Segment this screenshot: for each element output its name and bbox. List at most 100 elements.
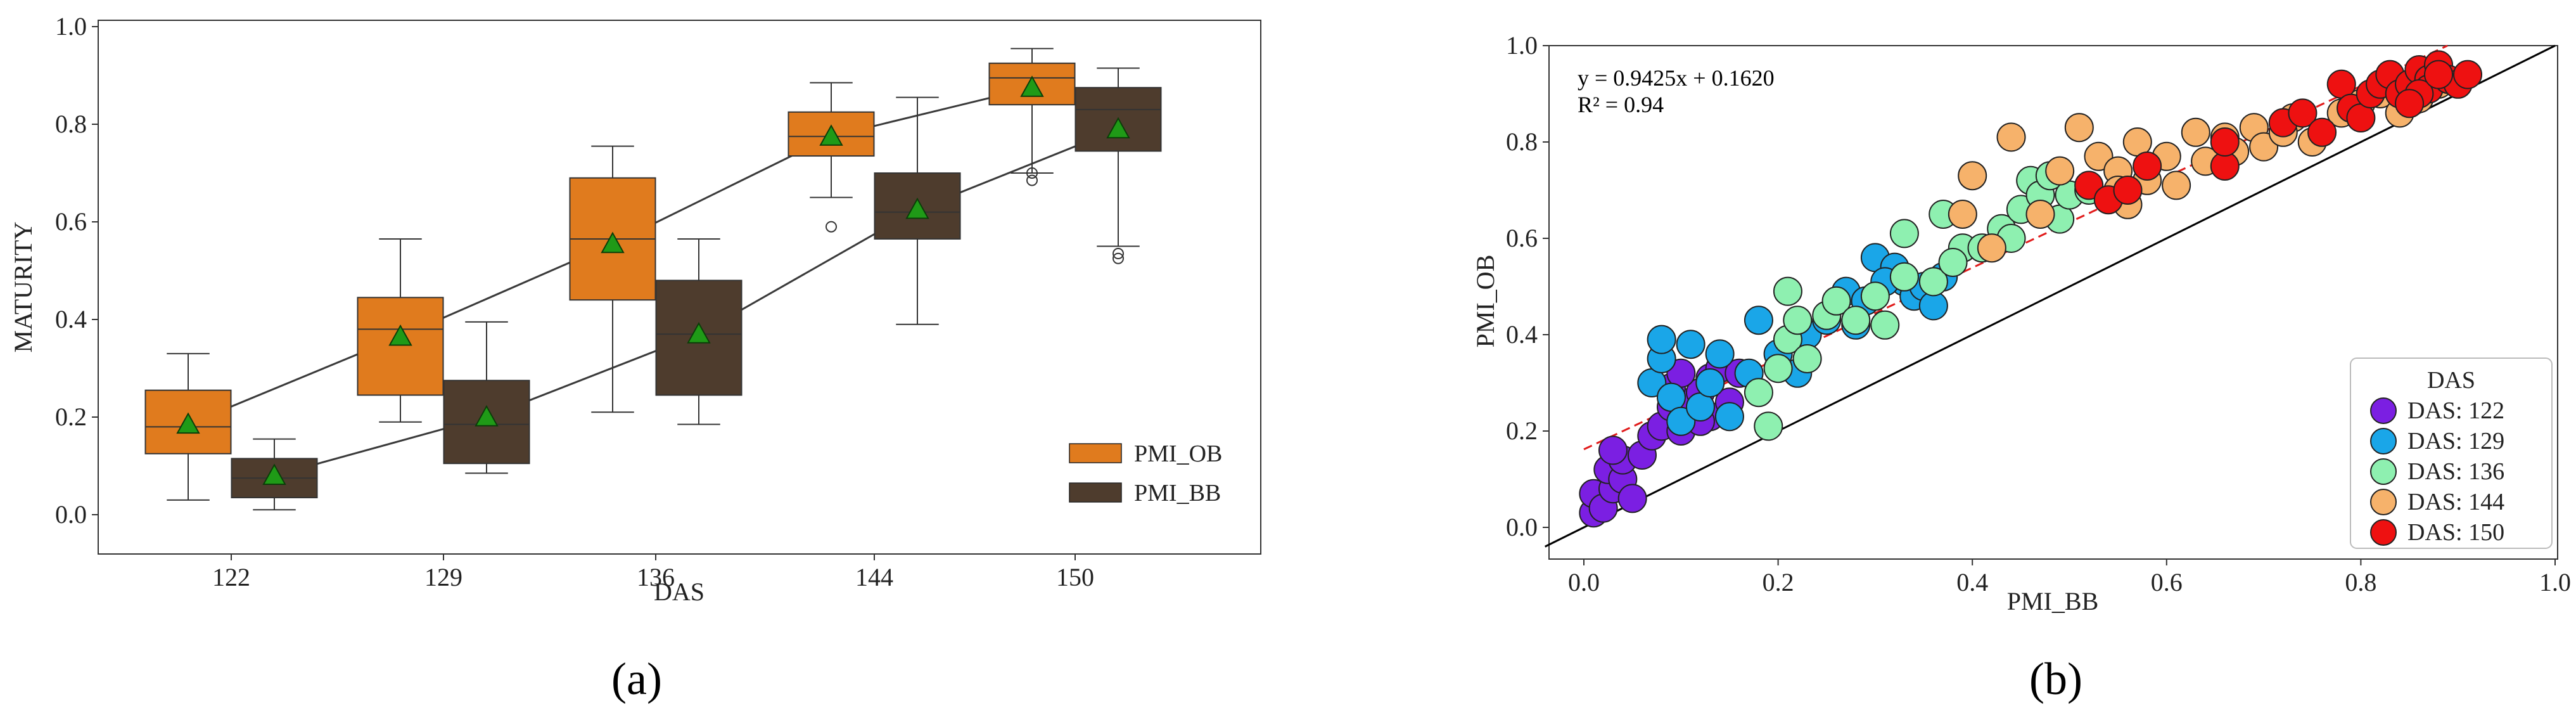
y-tick-label: 0.6 [55,207,87,236]
box-iqr [357,297,444,396]
legend-label: DAS: 122 [2407,397,2504,424]
scatter-point [2453,60,2483,89]
outlier-marker [1113,248,1124,260]
legend-marker [2370,428,2397,454]
mean-marker [262,463,286,485]
scatter-point [1870,310,1900,340]
y-tick-label: 0.6 [1506,224,1538,252]
y-tick-label: 0.0 [55,500,87,529]
x-tick-label: 0.6 [2151,568,2183,596]
legend-label-pmi-ob: PMI_OB [1134,441,1222,467]
scatter-point [1705,339,1735,369]
mean-marker [1106,117,1130,139]
regression-equation: y = 0.9425x + 0.1620 [1578,65,1775,91]
y-tick-label: 0.4 [55,305,87,333]
scatter-point [2424,60,2454,89]
boxplot-x-axis-label: DAS [654,577,705,606]
scatter-point [1744,306,1773,335]
scatter-point [1860,281,1890,311]
boxplot-legend: PMI_OB PMI_BB [1069,441,1222,506]
box-pmi_ob-129 [357,238,444,423]
identity-line [1545,44,2556,548]
outlier-marker [826,221,837,233]
panel-label-a: (a) [611,654,662,704]
x-tick-label: 0.4 [1956,568,1988,596]
scatter-point [1792,344,1822,373]
scatter-point [1744,378,1773,408]
scatter-point [1714,402,1744,432]
y-tick-label: 1.0 [55,12,87,41]
scatter-plot-area [1548,45,2558,560]
series-122 [1579,354,1754,528]
scatter-point [1977,233,2006,263]
box-pmi_bb-129 [443,321,530,474]
scatter-point [1647,325,1676,354]
y-tick-label: 0.2 [55,403,87,431]
scatter-point [1889,262,1919,292]
x-tick-label: 150 [1056,563,1094,591]
scatter-legend-title: DAS [2427,367,2475,394]
x-tick-label: 122 [212,563,250,591]
x-tick-label: 129 [424,563,462,591]
scatter-point [2181,117,2210,147]
y-tick-label: 0.8 [55,110,87,138]
scatter-point [2162,171,2191,200]
panel-label-b: (b) [2029,654,2082,704]
scatter-point [1763,354,1793,383]
y-tick-label: 0.8 [1506,127,1538,156]
legend-label: DAS: 136 [2407,458,2504,485]
legend-label: DAS: 150 [2407,519,2504,546]
scatter-point [2133,151,2162,181]
y-tick-label: 1.0 [1506,31,1538,60]
scatter-point [1841,306,1871,335]
boxplot-y-axis-label: MATURITY [9,222,37,353]
scatter-point [1676,330,1706,359]
mean-marker [905,197,929,219]
scatter-point [2307,117,2337,147]
box-pmi_ob-144 [787,82,875,233]
mean-marker [687,322,711,344]
y-tick-label: 0.0 [1506,513,1538,541]
scatter-point [1996,122,2026,152]
mean-marker [388,324,412,346]
outlier-marker [1026,167,1038,179]
x-tick-label: 136 [637,563,675,591]
legend-marker [2370,397,2397,424]
scatter-legend-frame [2350,358,2553,549]
box-pmi_ob-150 [988,48,1076,186]
scatter-legend: DAS DAS: 122 DAS: 129 DAS: 136 DAS: 144 DAS:… [2350,358,2553,549]
scatter-y-axis-label: PMI_OB [1471,255,1500,348]
scatter-point [2113,176,2143,205]
scatter-point [1773,276,1802,306]
legend-swatch-pmi-bb [1069,482,1122,503]
legend-label-pmi-bb: PMI_BB [1134,480,1221,506]
scatter-point [2064,113,2094,143]
scatter-point [1821,286,1851,316]
boxplot-plot-area [98,20,1261,555]
mean-marker [475,404,499,427]
legend-marker [2370,519,2397,546]
scatter-x-axis-label: PMI_BB [2007,587,2099,615]
r-squared: R² = 0.94 [1578,92,1664,117]
legend-label: DAS: 129 [2407,428,2504,454]
outlier-marker [1026,174,1038,186]
mean-marker [176,412,200,434]
mean-marker [601,231,625,254]
legend-swatch-pmi-ob [1069,443,1122,463]
mean-marker [1020,75,1044,97]
scatter-panel: 0.0 0.2 0.4 0.6 0.8 1.0 0.0 0.2 0.4 0.6 0.8 1.0 y … [1471,31,2571,704]
scatter-point [1948,200,1977,229]
outlier-marker [1113,252,1124,264]
scatter-point [1598,435,1628,465]
legend-label: DAS: 144 [2407,489,2504,515]
box-pmi_ob-136 [569,145,656,413]
scatter-point [1889,219,1919,248]
x-tick-label: 1.0 [2539,568,2571,596]
scatter-point [1958,161,1987,191]
y-tick-label: 0.4 [1506,320,1538,349]
box-pmi_bb-150 [1074,67,1162,264]
x-tick-label: 0.2 [1763,568,1794,596]
x-tick-label: 144 [855,563,893,591]
scatter-point [2288,98,2318,128]
